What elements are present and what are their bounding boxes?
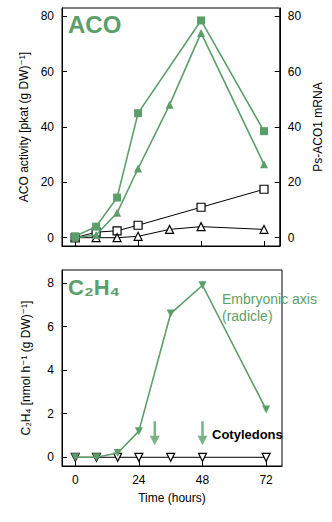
svg-text:60: 60 (288, 65, 302, 79)
svg-text:60: 60 (41, 65, 55, 79)
svg-text:72: 72 (259, 473, 273, 487)
svg-text:40: 40 (288, 120, 302, 134)
svg-text:Ps-ACO1 mRNA: Ps-ACO1 mRNA (311, 82, 325, 171)
svg-text:(radicle): (radicle) (222, 308, 273, 324)
svg-text:6: 6 (47, 320, 54, 334)
svg-text:Cotyledons: Cotyledons (212, 427, 283, 442)
svg-text:C₂H₄: C₂H₄ (68, 275, 120, 300)
svg-text:80: 80 (41, 9, 55, 23)
svg-text:Embryonic axis: Embryonic axis (222, 291, 321, 307)
svg-text:Time (hours): Time (hours) (138, 491, 206, 505)
svg-text:ACO: ACO (68, 11, 121, 38)
svg-text:80: 80 (288, 9, 302, 23)
svg-text:C₂H₄ [nmol h⁻¹ (g DW)⁻¹]: C₂H₄ [nmol h⁻¹ (g DW)⁻¹] (19, 301, 33, 436)
svg-text:0: 0 (72, 473, 79, 487)
svg-text:0: 0 (288, 231, 295, 245)
svg-text:20: 20 (41, 175, 55, 189)
svg-text:40: 40 (41, 120, 55, 134)
svg-text:0: 0 (47, 231, 54, 245)
svg-text:ACO activity [pkat (g DW)⁻¹]: ACO activity [pkat (g DW)⁻¹] (17, 52, 31, 202)
svg-text:2: 2 (47, 407, 54, 421)
svg-text:8: 8 (47, 276, 54, 290)
svg-text:24: 24 (132, 473, 146, 487)
svg-text:48: 48 (196, 473, 210, 487)
svg-text:0: 0 (47, 450, 54, 464)
svg-text:20: 20 (288, 175, 302, 189)
svg-text:4: 4 (47, 363, 54, 377)
